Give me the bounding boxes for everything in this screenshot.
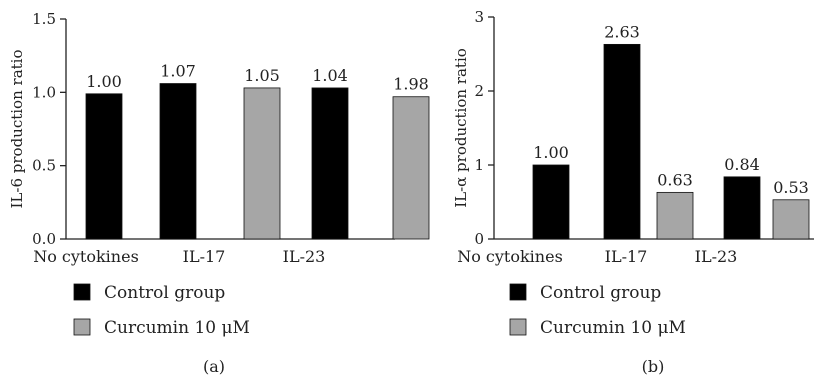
chart0-legend-swatch-curcumin xyxy=(73,318,91,336)
chart1-data-label: 0.53 xyxy=(773,178,809,197)
chart1-legend-label: Curcumin 10 μM xyxy=(540,318,686,338)
chart0-y-tick-label: 0.5 xyxy=(32,157,56,175)
chart0-y-tick-label: 0.0 xyxy=(32,230,56,248)
chart0-data-label: 1.05 xyxy=(244,66,280,85)
chart0-bar-control xyxy=(85,93,123,240)
chart0-data-label: 1.98 xyxy=(393,75,429,94)
chart1-data-label: 0.84 xyxy=(724,155,760,174)
chart1-y-axis-label: IL-α production ratio xyxy=(452,48,470,208)
chart0-bar-control xyxy=(159,83,197,240)
chart0-legend-label: Curcumin 10 μM xyxy=(104,318,250,338)
chart1-y-tick-label: 2 xyxy=(474,82,484,100)
chart1-y-tick-label: 0 xyxy=(474,230,484,248)
chart0-y-axis-label: IL-6 production ratio xyxy=(8,50,26,209)
chart1-data-label: 2.63 xyxy=(604,22,640,41)
chart1-y-tick-label: 3 xyxy=(474,8,484,26)
chart0-data-label: 1.07 xyxy=(160,62,196,81)
chart1-legend-swatch-control xyxy=(509,283,527,301)
chart0-bar-curcumin xyxy=(392,96,430,240)
chart1-category-label: IL-17 xyxy=(605,247,648,266)
chart0-data-label: 1.04 xyxy=(312,66,348,85)
chart1-data-label: 0.63 xyxy=(657,170,693,189)
chart1-category-label: No cytokines xyxy=(457,247,563,266)
chart1-bar-curcumin xyxy=(772,199,810,240)
chart0-category-label: IL-17 xyxy=(183,247,226,266)
chart0-category-label: No cytokines xyxy=(33,247,139,266)
chart1-legend-label: Control group xyxy=(540,283,661,303)
chart0-y-tick-label: 1.5 xyxy=(32,10,56,28)
chart1-bar-control xyxy=(723,176,761,240)
chart1-y-tick-label: 1 xyxy=(474,156,484,174)
chart1-bar-curcumin xyxy=(656,191,694,240)
chart1-bar-control xyxy=(532,164,570,240)
chart0-bar-curcumin xyxy=(243,87,281,240)
chart1-category-label: IL-23 xyxy=(695,247,738,266)
chart0-y-tick-label: 1.0 xyxy=(32,83,56,101)
chart0-bar-control xyxy=(311,87,349,240)
chart1-bar-control xyxy=(603,43,641,240)
chart1-panel-label: (b) xyxy=(642,357,665,376)
chart0-legend-swatch-control xyxy=(73,283,91,301)
chart1-data-label: 1.00 xyxy=(533,143,569,162)
chart0-data-label: 1.00 xyxy=(86,72,122,91)
chart0-category-label: IL-23 xyxy=(283,247,326,266)
chart1-legend-swatch-curcumin xyxy=(509,318,527,336)
chart0-legend-label: Control group xyxy=(104,283,225,303)
chart0-panel-label: (a) xyxy=(203,357,225,376)
